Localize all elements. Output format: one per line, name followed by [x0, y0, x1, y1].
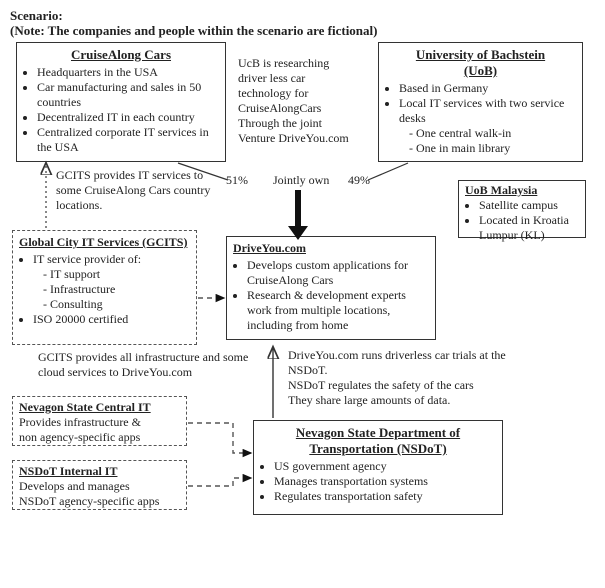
box-uob-malaysia: UoB Malaysia Satellite campus Located in… — [458, 180, 586, 238]
gcits-b2: ISO 20000 certified — [33, 312, 190, 327]
box-cruisealong: CruiseAlong Cars Headquarters in the USA… — [16, 42, 226, 162]
uobm-list: Satellite campus Located in Kroatia Lump… — [469, 198, 579, 243]
gcits-list: IT service provider of: - IT support - I… — [23, 252, 190, 327]
gcits-s1: - IT support — [43, 267, 190, 282]
scenario-title: Scenario: — [10, 8, 63, 24]
uobm-b2: Located in Kroatia Lumpur (KL) — [479, 213, 579, 243]
nsdot-title: Nevagon State Department of Transportati… — [260, 425, 496, 457]
nevagon-it-title: Nevagon State Central IT — [19, 400, 180, 415]
nsdot-b1: US government agency — [274, 459, 496, 474]
gcits-lead: IT service provider of: — [33, 252, 190, 267]
uob-list: Based in Germany Local IT services with … — [389, 81, 576, 156]
scenario-diagram: Scenario: (Note: The companies and peopl… — [8, 8, 597, 580]
uob-title2: (UoB) — [385, 63, 576, 79]
box-gcits: Global City IT Services (GCITS) IT servi… — [12, 230, 197, 345]
nsdot-b3: Regulates transportation safety — [274, 489, 496, 504]
own-left: 51% — [226, 173, 248, 188]
ucb-research-note: UcB is researching driver less car techn… — [238, 56, 358, 146]
own-right: 49% — [348, 173, 370, 188]
uob-s1: - One central walk-in — [409, 126, 576, 141]
cruisealong-list: Headquarters in the USA Car manufacturin… — [27, 65, 219, 155]
own-mid: Jointly own — [273, 173, 329, 188]
driveyou-note: DriveYou.com runs driverless car trials … — [288, 348, 528, 408]
nsdot-it-l1: Develops and manages — [19, 479, 180, 494]
box-nsdot: Nevagon State Department of Transportati… — [253, 420, 503, 515]
uob-s2: - One in main library — [409, 141, 576, 156]
gcits-note-top: GCITS provides IT services to some Cruis… — [56, 168, 226, 213]
driveyou-b1: Develops custom applications for CruiseA… — [247, 258, 429, 288]
cruisealong-b1: Headquarters in the USA — [37, 65, 219, 80]
cruisealong-b3: Decentralized IT in each country — [37, 110, 219, 125]
nevagon-it-l2: non agency-specific apps — [19, 430, 180, 445]
gcits-title: Global City IT Services (GCITS) — [19, 235, 190, 250]
driveyou-list: Develops custom applications for CruiseA… — [237, 258, 429, 333]
nsdot-it-title: NSDoT Internal IT — [19, 464, 180, 479]
nsdot-it-l2: NSDoT agency-specific apps — [19, 494, 180, 509]
gcits-note-bottom: GCITS provides all infrastructure and so… — [38, 350, 268, 380]
driveyou-title: DriveYou.com — [233, 241, 429, 256]
driveyou-b2: Research & development experts work from… — [247, 288, 429, 333]
scenario-note: (Note: The companies and people within t… — [10, 23, 377, 39]
cruisealong-b2: Car manufacturing and sales in 50 countr… — [37, 80, 219, 110]
uob-title1: University of Bachstein — [385, 47, 576, 63]
gcits-s3: - Consulting — [43, 297, 190, 312]
nsdot-list: US government agency Manages transportat… — [264, 459, 496, 504]
uob-b1: Based in Germany — [399, 81, 576, 96]
box-nsdot-it: NSDoT Internal IT Develops and manages N… — [12, 460, 187, 510]
uob-b2: Local IT services with two service desks — [399, 96, 576, 126]
uobm-b1: Satellite campus — [479, 198, 579, 213]
gcits-s2: - Infrastructure — [43, 282, 190, 297]
box-driveyou: DriveYou.com Develops custom application… — [226, 236, 436, 340]
nevagon-it-l1: Provides infrastructure & — [19, 415, 180, 430]
box-uob: University of Bachstein (UoB) Based in G… — [378, 42, 583, 162]
cruisealong-b4: Centralized corporate IT services in the… — [37, 125, 219, 155]
box-nevagon-it: Nevagon State Central IT Provides infras… — [12, 396, 187, 446]
nsdot-b2: Manages transportation systems — [274, 474, 496, 489]
uobm-title: UoB Malaysia — [465, 183, 579, 198]
cruisealong-title: CruiseAlong Cars — [23, 47, 219, 63]
